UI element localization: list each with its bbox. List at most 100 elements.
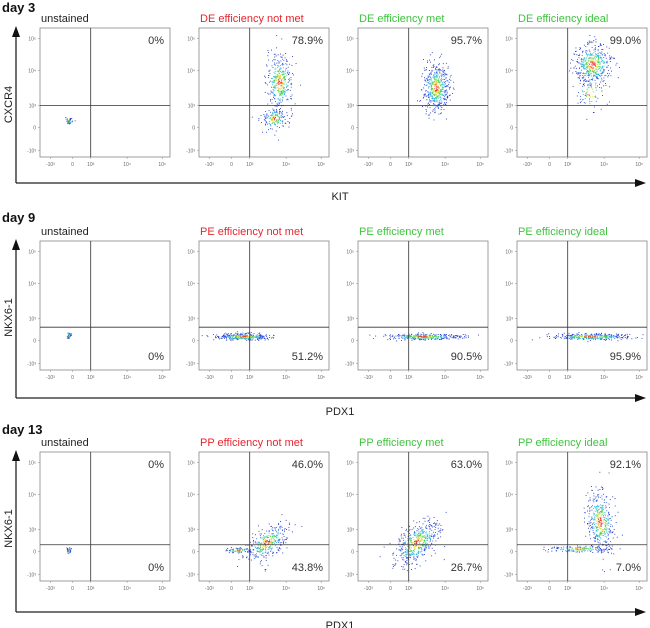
event-dot bbox=[597, 337, 598, 339]
event-dot bbox=[430, 94, 431, 96]
event-dot bbox=[232, 552, 234, 554]
event-dot bbox=[444, 103, 446, 105]
event-dot bbox=[70, 119, 71, 121]
event-dot bbox=[283, 74, 285, 75]
event-dot bbox=[604, 499, 606, 501]
event-dot bbox=[434, 336, 435, 337]
event-dot bbox=[267, 117, 269, 119]
event-dot bbox=[433, 89, 435, 91]
event-dot bbox=[412, 337, 413, 338]
event-dot bbox=[582, 549, 584, 551]
event-dot bbox=[596, 65, 598, 67]
event-dot bbox=[418, 536, 419, 538]
event-dot bbox=[617, 77, 619, 79]
event-dot bbox=[592, 528, 594, 529]
event-dot bbox=[272, 118, 273, 119]
event-dot bbox=[444, 78, 446, 80]
event-dot bbox=[263, 542, 264, 544]
y-tick-label: 10⁴ bbox=[346, 69, 354, 75]
event-dot bbox=[272, 87, 274, 89]
quadrant-percentage-upper-right: 92.1% bbox=[610, 459, 641, 471]
event-dot bbox=[465, 335, 467, 337]
event-dot bbox=[588, 67, 590, 69]
event-dot bbox=[572, 334, 573, 336]
event-dot bbox=[398, 334, 399, 336]
x-tick-label: -10³ bbox=[364, 162, 373, 168]
y-tick-label: 0 bbox=[510, 338, 513, 344]
event-dot bbox=[267, 541, 269, 542]
event-dot bbox=[599, 549, 601, 551]
event-dot bbox=[433, 535, 435, 537]
event-dot bbox=[572, 60, 574, 62]
event-dot bbox=[437, 524, 439, 526]
event-dot bbox=[411, 337, 413, 339]
event-dot bbox=[429, 81, 430, 83]
event-dot bbox=[610, 531, 612, 533]
event-dot bbox=[233, 551, 235, 552]
event-dot bbox=[582, 62, 584, 64]
event-dot bbox=[601, 533, 603, 535]
event-dot bbox=[280, 98, 282, 100]
event-dot bbox=[417, 100, 418, 102]
event-dot bbox=[274, 124, 275, 125]
event-dot bbox=[252, 537, 254, 538]
event-dot bbox=[409, 335, 411, 337]
event-dot bbox=[237, 336, 239, 338]
event-dot bbox=[443, 97, 444, 99]
event-dot bbox=[277, 120, 279, 122]
event-dot bbox=[235, 550, 236, 552]
event-dot bbox=[253, 549, 255, 550]
event-dot bbox=[436, 338, 438, 340]
event-dot bbox=[400, 550, 402, 552]
y-tick-label: 0 bbox=[510, 549, 513, 555]
event-dot bbox=[592, 523, 594, 524]
event-dot bbox=[429, 79, 431, 81]
event-dot bbox=[267, 339, 269, 341]
event-dot bbox=[277, 532, 279, 533]
event-dot bbox=[226, 334, 228, 336]
event-dot bbox=[584, 57, 586, 59]
event-dot bbox=[276, 108, 277, 110]
event-dot bbox=[414, 535, 415, 536]
event-dot bbox=[611, 548, 613, 549]
event-dot bbox=[255, 556, 257, 557]
event-dot bbox=[403, 555, 405, 557]
event-dot bbox=[232, 337, 234, 339]
event-dot bbox=[452, 87, 454, 89]
event-dot bbox=[260, 115, 262, 117]
event-dot bbox=[431, 335, 433, 336]
event-dot bbox=[271, 81, 273, 83]
event-dot bbox=[402, 566, 404, 568]
event-dot bbox=[257, 339, 258, 340]
event-dot bbox=[266, 64, 267, 66]
event-dot bbox=[594, 540, 596, 542]
event-dot bbox=[445, 73, 447, 75]
event-dot bbox=[272, 113, 274, 115]
event-dot bbox=[66, 120, 68, 122]
event-dot bbox=[246, 336, 248, 338]
event-dot bbox=[389, 334, 391, 336]
event-dot bbox=[573, 336, 574, 338]
event-dot bbox=[261, 335, 263, 336]
event-dot bbox=[414, 531, 415, 533]
event-dot bbox=[601, 90, 603, 92]
event-dot bbox=[421, 547, 423, 549]
event-dot bbox=[429, 54, 431, 56]
event-dot bbox=[430, 84, 432, 86]
event-dot bbox=[440, 90, 441, 92]
event-dot bbox=[435, 524, 437, 525]
event-dot bbox=[274, 95, 276, 96]
event-dot bbox=[271, 49, 272, 51]
event-dot bbox=[596, 515, 598, 517]
event-dot bbox=[436, 89, 437, 91]
event-dot bbox=[239, 551, 241, 553]
event-dot bbox=[582, 67, 584, 69]
event-dot bbox=[262, 547, 264, 549]
panel-title: PP efficiency met bbox=[359, 437, 444, 449]
quadrant-percentage-lower-right: 43.8% bbox=[292, 562, 323, 574]
event-dot bbox=[405, 334, 407, 336]
event-dot bbox=[588, 523, 590, 525]
event-dot bbox=[277, 85, 279, 87]
event-dot bbox=[594, 72, 596, 74]
event-dot bbox=[238, 552, 240, 554]
